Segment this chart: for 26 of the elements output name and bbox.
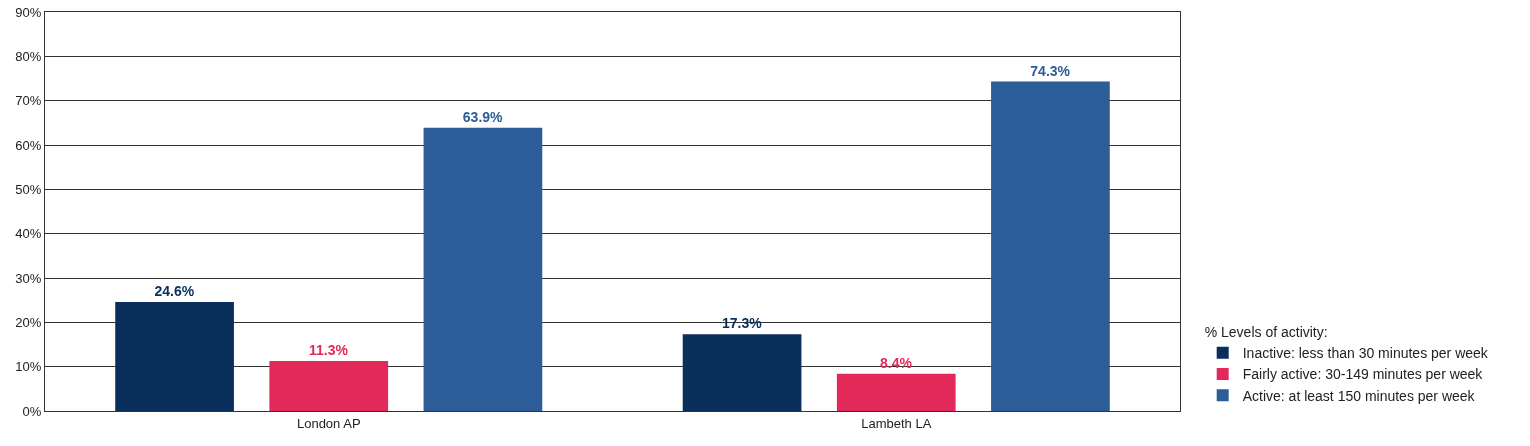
y-tick-label: 40% — [15, 226, 42, 242]
y-tick-label: 30% — [15, 270, 42, 286]
bar — [991, 81, 1110, 411]
y-tick-label: 90% — [15, 4, 42, 20]
y-tick-label: 10% — [15, 359, 42, 375]
y-tick-label: 0% — [22, 403, 42, 419]
x-tick-label: Lambeth LA — [861, 415, 932, 431]
bar — [682, 334, 802, 411]
bar — [115, 301, 234, 411]
y-tick-label: 60% — [15, 137, 42, 153]
y-tick-label: 70% — [15, 93, 42, 109]
legend-label: Fairly active: 30-149 minutes per week — [1242, 366, 1484, 383]
bar — [836, 373, 956, 411]
y-tick-label: 50% — [15, 181, 42, 197]
legend-label: Inactive: less than 30 minutes per week — [1242, 345, 1489, 362]
legend-title: % Levels of activity: — [1204, 324, 1328, 341]
data-label: 63.9% — [462, 108, 504, 125]
data-label: 11.3% — [309, 341, 349, 358]
data-label: 74.3% — [1030, 62, 1071, 79]
bar — [423, 127, 543, 411]
y-tick-label: 20% — [15, 314, 42, 330]
x-tick-label: London AP — [296, 415, 361, 431]
legend-label: Active: at least 150 minutes per week — [1242, 387, 1476, 404]
data-label: 24.6% — [154, 282, 195, 299]
y-tick-label: 80% — [15, 48, 42, 64]
bar — [269, 360, 389, 411]
